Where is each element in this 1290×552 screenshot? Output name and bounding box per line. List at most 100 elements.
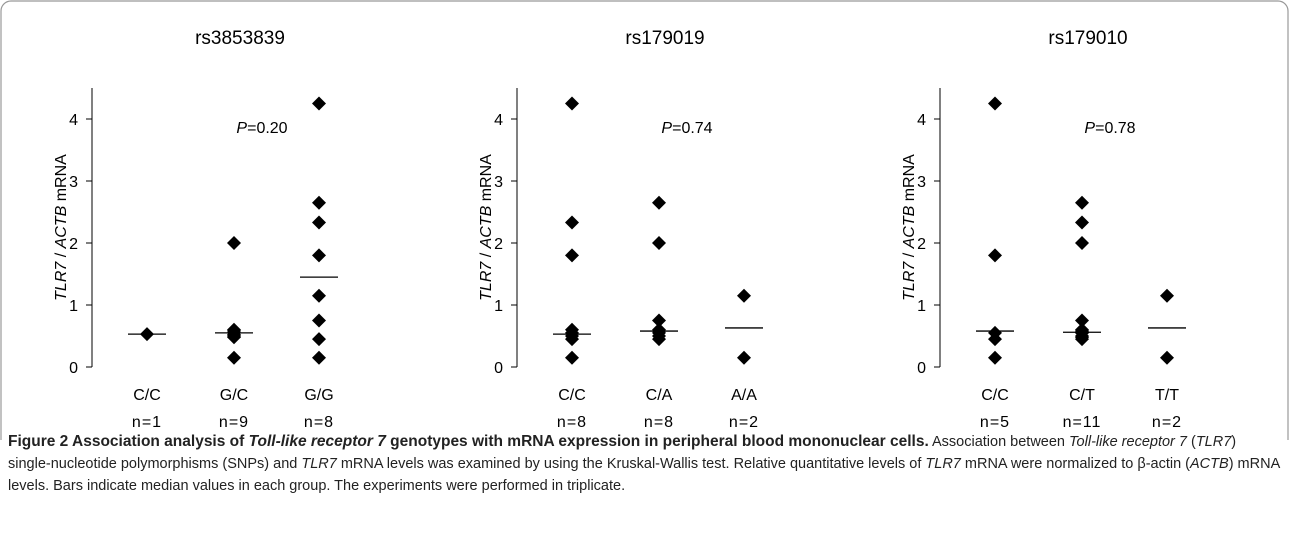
y-axis-label-part: /: [478, 248, 495, 261]
caption-text: Association between Toll-like receptor 7…: [8, 434, 1279, 494]
data-point: [565, 215, 579, 230]
y-tick-label: 3: [494, 174, 503, 191]
data-point: [1075, 236, 1089, 250]
data-point: [988, 248, 1002, 263]
caption-title-part: genotypes with mRNA expression in periph…: [385, 433, 929, 450]
y-tick-label: 2: [917, 236, 926, 253]
caption-title-part: Figure 2 Association analysis of: [8, 433, 249, 450]
y-tick-label: 0: [917, 360, 926, 377]
data-point: [988, 332, 1002, 347]
x-tick-label: T/T: [1155, 387, 1179, 404]
x-tick-label: C/A: [646, 387, 673, 404]
y-tick-label: 1: [917, 298, 926, 315]
y-axis-label-part: /: [901, 248, 918, 261]
n-label: n=2: [729, 414, 759, 431]
p-value-part: P: [236, 120, 247, 137]
caption-text-part: (: [1186, 434, 1196, 450]
data-point: [1160, 288, 1174, 303]
caption-title: Figure 2 Association analysis of Toll-li…: [8, 433, 929, 450]
data-point: [652, 195, 666, 210]
caption-text-part: TLR7: [301, 456, 337, 472]
p-value-part: P: [661, 120, 672, 137]
data-point: [652, 313, 666, 328]
y-axis-label-part: ACTB: [53, 205, 70, 249]
y-axis-label-part: mRNA: [53, 154, 70, 206]
data-point: [1075, 332, 1089, 347]
y-tick-label: 2: [69, 236, 78, 253]
n-label: n=5: [980, 414, 1010, 431]
caption-text-part: ACTB: [1190, 456, 1229, 472]
data-point: [565, 248, 579, 263]
y-axis-label-part: ACTB: [478, 205, 495, 249]
x-tick-label: A/A: [731, 387, 757, 404]
caption-text-part: TLR7: [925, 456, 961, 472]
x-tick-label: C/T: [1069, 387, 1095, 404]
p-value-part: =0.20: [247, 120, 288, 137]
caption-text-part: ) mRNA levels. Bars indicate median valu…: [8, 456, 1280, 494]
y-axis-label-part: /: [53, 248, 70, 261]
y-tick-label: 0: [494, 360, 503, 377]
y-tick-label: 4: [494, 112, 503, 129]
y-axis-label-part: mRNA: [478, 154, 495, 206]
caption-text-part: TLR7: [1195, 434, 1232, 450]
data-point: [227, 330, 241, 345]
x-tick-label: G/G: [304, 387, 333, 404]
caption: Figure 2 Association analysis of Toll-li…: [8, 431, 1280, 497]
y-tick-label: 1: [69, 298, 78, 315]
y-axis-label-part: TLR7: [53, 261, 70, 301]
data-point: [988, 350, 1002, 365]
p-value-part: =0.78: [1095, 120, 1136, 137]
p-value: P=0.78: [1084, 120, 1135, 137]
p-value: P=0.74: [661, 120, 712, 137]
data-point: [565, 96, 579, 111]
data-point: [227, 236, 241, 250]
n-label: n=11: [1063, 414, 1102, 431]
caption-text-part: Association between: [932, 434, 1070, 450]
caption-text-part: ) single-nucleotide polymorphisms (SNPs)…: [8, 434, 1237, 472]
y-axis-label-part: TLR7: [901, 261, 918, 301]
x-tick-label: G/C: [220, 387, 248, 404]
data-point: [312, 195, 326, 210]
y-tick-label: 4: [69, 112, 78, 129]
y-axis-label: TLR7 / ACTB mRNA: [478, 154, 495, 301]
chart-title: rs3853839: [195, 28, 285, 49]
data-point: [312, 332, 326, 347]
y-tick-label: 4: [917, 112, 926, 129]
data-point: [1075, 195, 1089, 210]
data-point: [312, 313, 326, 328]
data-point: [312, 350, 326, 365]
p-value-part: P: [1084, 120, 1095, 137]
data-point: [652, 236, 666, 250]
data-point: [737, 288, 751, 303]
y-axis-label-part: ACTB: [901, 205, 918, 249]
n-label: n=8: [644, 414, 674, 431]
data-point: [1075, 215, 1089, 230]
data-point: [1075, 313, 1089, 328]
y-tick-label: 3: [69, 174, 78, 191]
data-point: [227, 350, 241, 365]
data-point: [565, 332, 579, 347]
data-point: [737, 350, 751, 365]
n-label: n=1: [132, 414, 162, 431]
n-label: n=8: [304, 414, 334, 431]
y-axis-label-part: mRNA: [901, 154, 918, 206]
p-value-part: =0.74: [672, 120, 713, 137]
data-point: [312, 288, 326, 303]
x-tick-label: C/C: [133, 387, 161, 404]
y-tick-label: 3: [917, 174, 926, 191]
x-tick-label: C/C: [558, 387, 586, 404]
data-point: [1160, 350, 1174, 365]
y-tick-label: 2: [494, 236, 503, 253]
y-tick-label: 1: [494, 298, 503, 315]
figure-border: [0, 0, 1289, 440]
data-point: [565, 350, 579, 365]
caption-text-part: Toll-like receptor 7: [1069, 434, 1187, 450]
caption-text-part: mRNA were normalized to β-actin (: [960, 456, 1191, 472]
data-point: [312, 215, 326, 230]
x-tick-label: C/C: [981, 387, 1009, 404]
p-value: P=0.20: [236, 120, 287, 137]
caption-text-part: mRNA levels was examined by using the Kr…: [336, 456, 926, 472]
y-axis-label: TLR7 / ACTB mRNA: [53, 154, 70, 301]
